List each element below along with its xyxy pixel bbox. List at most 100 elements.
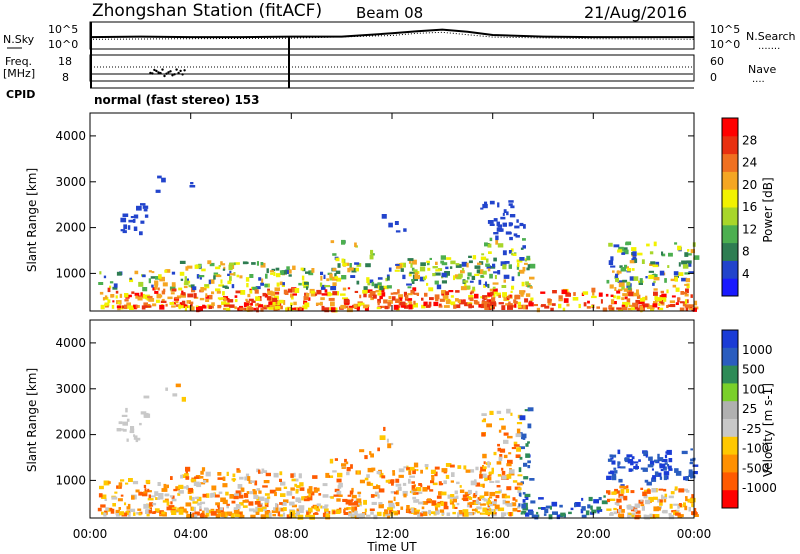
heatmap-cell xyxy=(617,449,621,455)
heatmap-cell xyxy=(157,287,160,291)
heatmap-cell xyxy=(651,477,657,482)
heatmap-cell xyxy=(356,307,360,311)
heatmap-cell xyxy=(305,271,310,274)
heatmap-cell xyxy=(332,470,337,473)
colorbar-tick-label: 24 xyxy=(742,156,757,170)
heatmap-cell xyxy=(200,512,204,518)
heatmap-cell xyxy=(472,286,476,290)
heatmap-cell xyxy=(185,266,189,271)
heatmap-cell xyxy=(392,470,395,473)
heatmap-cell xyxy=(276,282,280,287)
heatmap-cell xyxy=(402,490,408,496)
heatmap-cell xyxy=(168,505,175,508)
heatmap-cell xyxy=(216,274,222,278)
heatmap-cell xyxy=(429,257,432,260)
heatmap-cell xyxy=(495,480,500,483)
heatmap-cell xyxy=(376,511,382,516)
heatmap-cell xyxy=(609,513,614,516)
heatmap-cell xyxy=(262,292,266,297)
heatmap-cell xyxy=(506,503,513,507)
heatmap-cell xyxy=(316,289,322,295)
heatmap-cell xyxy=(643,489,650,494)
heatmap-cell xyxy=(262,506,267,509)
heatmap-cell xyxy=(104,498,107,501)
heatmap-cell xyxy=(279,502,283,505)
heatmap-cell xyxy=(210,279,215,284)
heatmap-cell xyxy=(107,287,111,293)
colorbar-segment xyxy=(722,454,738,473)
heatmap-cell xyxy=(222,476,226,481)
heatmap-cell xyxy=(669,503,673,509)
heatmap-cell xyxy=(115,295,118,299)
heatmap-cell xyxy=(481,301,487,304)
heatmap-cell xyxy=(681,260,687,265)
colorbar-segment xyxy=(722,260,738,279)
heatmap-cell xyxy=(386,438,389,443)
heatmap-cell xyxy=(624,296,628,300)
heatmap-cell xyxy=(388,296,392,300)
heatmap-cell xyxy=(620,267,627,272)
heatmap-cell xyxy=(610,294,614,297)
heatmap-cell xyxy=(370,297,374,301)
heatmap-cell xyxy=(111,305,115,309)
heatmap-cell xyxy=(497,474,502,477)
heatmap-cell xyxy=(133,434,136,437)
heatmap-cell xyxy=(362,289,368,294)
heatmap-cell xyxy=(508,203,513,206)
heatmap-cell xyxy=(301,275,305,281)
heatmap-cell xyxy=(356,504,360,507)
heatmap-cell xyxy=(469,292,473,295)
heatmap-cell xyxy=(154,285,158,290)
heatmap-cell xyxy=(428,509,431,515)
heatmap-cell xyxy=(231,478,237,481)
heatmap-cell xyxy=(688,469,693,474)
heatmap-cell xyxy=(229,494,234,499)
heatmap-cell xyxy=(666,449,672,455)
heatmap-cell xyxy=(373,514,378,520)
heatmap-cell xyxy=(238,494,244,499)
heatmap-cell xyxy=(379,285,384,291)
heatmap-cell xyxy=(511,276,515,281)
velocity-ylabel: Slant Range [km] xyxy=(25,368,39,472)
heatmap-cell xyxy=(357,470,360,475)
heatmap-cell xyxy=(281,270,287,275)
heatmap-cell xyxy=(220,512,226,517)
heatmap-cell xyxy=(434,511,440,515)
heatmap-cell xyxy=(290,473,294,478)
heatmap-cell xyxy=(693,300,698,306)
heatmap-cell xyxy=(115,511,121,517)
heatmap-cell xyxy=(642,467,648,472)
heatmap-cell xyxy=(645,295,648,301)
heatmap-cell xyxy=(670,278,677,282)
heatmap-cell xyxy=(143,302,148,306)
heatmap-cell xyxy=(283,486,288,489)
heatmap-cell xyxy=(319,282,323,287)
heatmap-cell xyxy=(387,443,392,449)
heatmap-cell xyxy=(158,274,162,279)
heatmap-cell xyxy=(258,469,261,474)
heatmap-cell xyxy=(299,482,304,487)
heatmap-cell xyxy=(621,297,625,301)
heatmap-cell xyxy=(496,485,501,488)
heatmap-cell xyxy=(507,435,513,439)
heatmap-cell xyxy=(275,503,278,508)
heatmap-cell xyxy=(327,293,333,296)
heatmap-cell xyxy=(316,503,321,507)
heatmap-cell xyxy=(230,513,235,519)
heatmap-cell xyxy=(517,505,521,509)
heatmap-cell xyxy=(275,507,279,513)
heatmap-cell xyxy=(290,510,296,515)
heatmap-cell xyxy=(157,482,161,486)
heatmap-cell xyxy=(133,226,138,231)
heatmap-cell xyxy=(624,302,631,305)
heatmap-cell xyxy=(395,230,401,233)
heatmap-cell xyxy=(450,295,454,298)
heatmap-cell xyxy=(198,306,203,312)
heatmap-cell xyxy=(143,503,149,509)
heatmap-cell xyxy=(457,465,462,469)
heatmap-cell xyxy=(487,507,491,510)
heatmap-cell xyxy=(384,305,389,310)
heatmap-cell xyxy=(122,421,128,426)
heatmap-cell xyxy=(258,277,262,281)
